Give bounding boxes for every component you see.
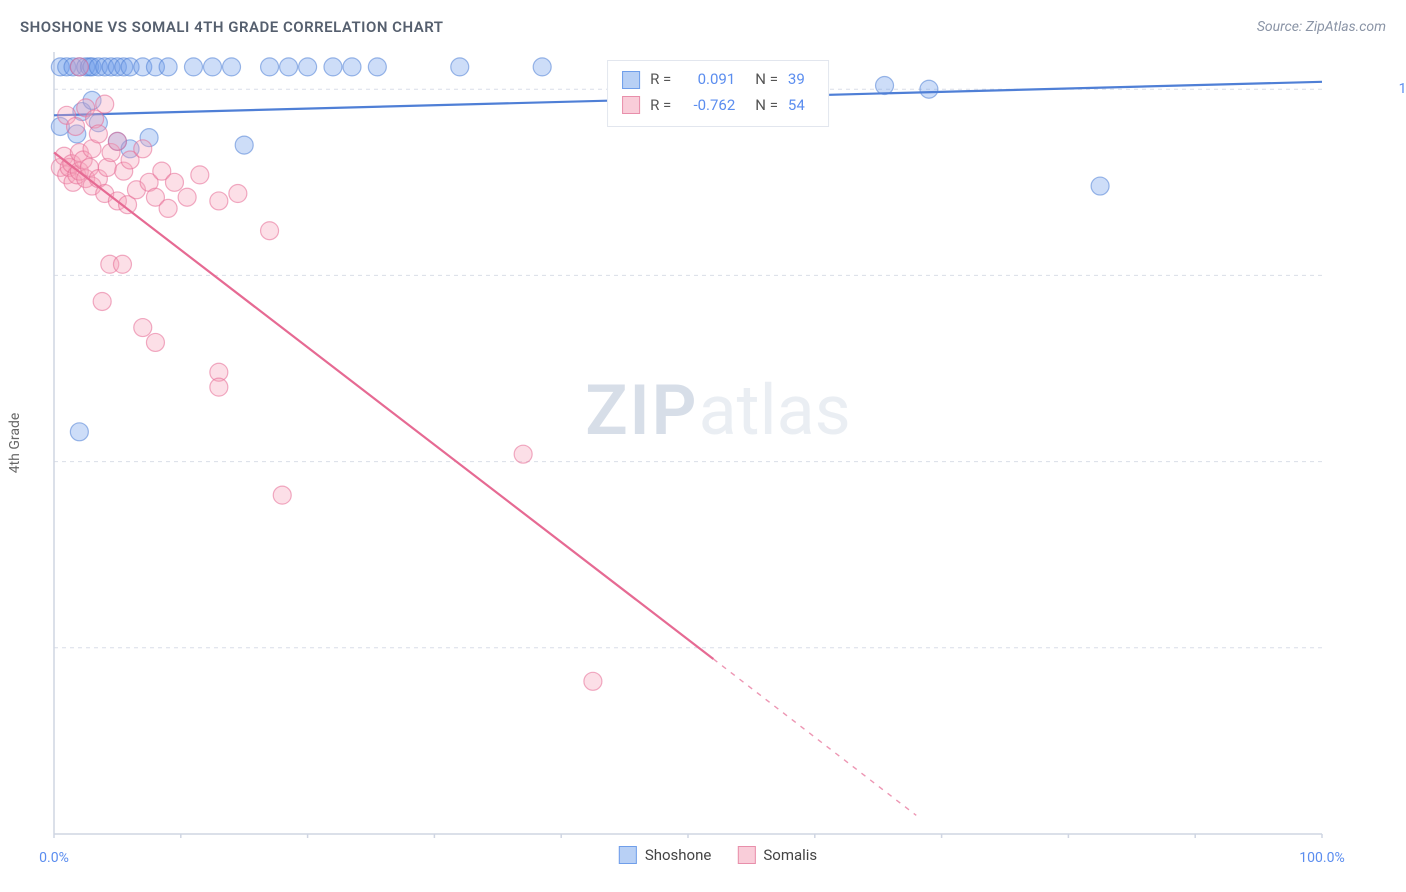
r-value: 0.091	[681, 67, 735, 93]
scatter-plot	[50, 48, 1326, 838]
r-label: R =	[650, 93, 671, 119]
legend-label: Somalis	[763, 846, 817, 864]
y-axis-label: 4th Grade	[7, 413, 23, 474]
n-value: 54	[788, 93, 814, 119]
stats-box: R = 0.091 N = 39 R = -0.762 N = 54	[607, 60, 829, 127]
n-label: N =	[755, 93, 778, 119]
r-value: -0.762	[681, 93, 735, 119]
n-value: 39	[788, 67, 814, 93]
legend-item: Shoshone	[619, 846, 712, 864]
n-label: N =	[755, 67, 778, 93]
stats-row: R = 0.091 N = 39	[622, 67, 814, 93]
source-credit: Source: ZipAtlas.com	[1257, 19, 1386, 35]
chart-container: 4th Grade ZIPatlas R =0.091N =39R =-0.76…	[50, 48, 1386, 838]
y-tick-label: 100.0%	[1399, 81, 1406, 97]
legend: Shoshone Somalis	[619, 846, 817, 864]
series-swatch	[622, 71, 640, 89]
r-label: R =	[650, 67, 671, 93]
legend-swatch	[619, 846, 637, 864]
stats-row: R = -0.762 N = 54	[622, 93, 814, 119]
legend-item: Somalis	[737, 846, 817, 864]
series-swatch	[622, 96, 640, 114]
legend-swatch	[737, 846, 755, 864]
legend-label: Shoshone	[645, 846, 712, 864]
x-tick-label: 100.0%	[1299, 850, 1344, 866]
chart-title: SHOSHONE VS SOMALI 4TH GRADE CORRELATION…	[20, 18, 444, 36]
x-tick-label: 0.0%	[39, 850, 69, 866]
